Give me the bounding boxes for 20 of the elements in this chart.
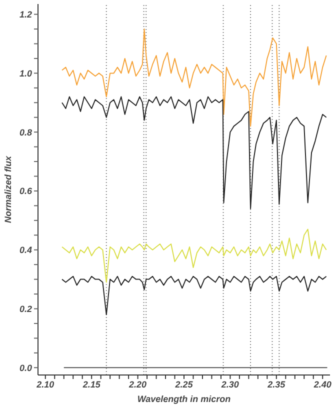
x-tick-label: 2.40 — [312, 379, 332, 390]
y-tick-label: 0.2 — [19, 304, 32, 314]
x-tick-label: 2.15 — [82, 379, 102, 390]
line-series — [62, 28, 327, 127]
y-tick-label: 1.0 — [19, 68, 32, 78]
x-axis-title: Wavelength in micron — [137, 394, 232, 404]
y-tick-label: 0.0 — [19, 362, 32, 373]
x-tick-label: 2.10 — [36, 379, 54, 390]
y-tick-label: 1.2 — [19, 10, 32, 20]
x-tick-label: 2.35 — [266, 379, 286, 390]
x-tick-label: 2.25 — [174, 379, 194, 390]
y-tick-label: 0.4 — [19, 245, 32, 256]
line-series — [62, 276, 327, 316]
line-series — [62, 228, 327, 283]
y-tick-label: 0.6 — [19, 186, 33, 196]
y-axis-title: Normalized flux — [3, 155, 14, 224]
y-tick-label: 0.8 — [19, 127, 32, 138]
line-series — [62, 96, 327, 210]
x-tick-label: 2.20 — [128, 379, 147, 390]
x-tick-label: 2.30 — [220, 379, 239, 390]
